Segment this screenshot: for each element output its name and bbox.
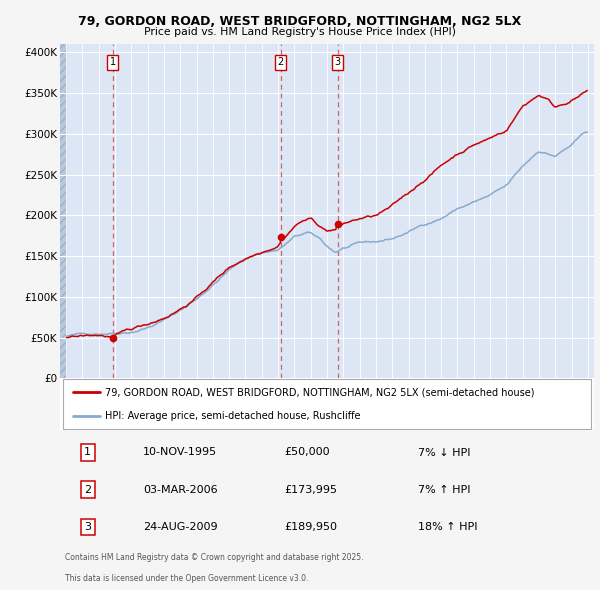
Text: 3: 3	[335, 57, 341, 67]
Point	[276, 232, 286, 241]
Text: 18% ↑ HPI: 18% ↑ HPI	[418, 522, 477, 532]
Text: 1: 1	[110, 57, 116, 67]
Text: £173,995: £173,995	[284, 485, 337, 495]
Text: Price paid vs. HM Land Registry's House Price Index (HPI): Price paid vs. HM Land Registry's House …	[144, 27, 456, 37]
Bar	[58, 44, 66, 378]
Text: 2: 2	[278, 57, 284, 67]
Text: 7% ↓ HPI: 7% ↓ HPI	[418, 447, 470, 457]
FancyBboxPatch shape	[62, 379, 592, 429]
Text: 79, GORDON ROAD, WEST BRIDGFORD, NOTTINGHAM, NG2 5LX: 79, GORDON ROAD, WEST BRIDGFORD, NOTTING…	[79, 15, 521, 28]
Text: £50,000: £50,000	[284, 447, 330, 457]
Text: 1: 1	[84, 447, 91, 457]
Bar	[58, 44, 66, 378]
Text: 79, GORDON ROAD, WEST BRIDGFORD, NOTTINGHAM, NG2 5LX (semi-detached house): 79, GORDON ROAD, WEST BRIDGFORD, NOTTING…	[106, 387, 535, 397]
Point	[333, 219, 343, 228]
Text: £189,950: £189,950	[284, 522, 337, 532]
Point	[108, 333, 118, 342]
Text: HPI: Average price, semi-detached house, Rushcliffe: HPI: Average price, semi-detached house,…	[106, 411, 361, 421]
Text: 03-MAR-2006: 03-MAR-2006	[143, 485, 217, 495]
Text: 7% ↑ HPI: 7% ↑ HPI	[418, 485, 470, 495]
Text: 2: 2	[84, 485, 91, 495]
Text: Contains HM Land Registry data © Crown copyright and database right 2025.: Contains HM Land Registry data © Crown c…	[65, 553, 364, 562]
Text: This data is licensed under the Open Government Licence v3.0.: This data is licensed under the Open Gov…	[65, 574, 309, 583]
Text: 3: 3	[84, 522, 91, 532]
Text: 10-NOV-1995: 10-NOV-1995	[143, 447, 217, 457]
Text: 24-AUG-2009: 24-AUG-2009	[143, 522, 217, 532]
